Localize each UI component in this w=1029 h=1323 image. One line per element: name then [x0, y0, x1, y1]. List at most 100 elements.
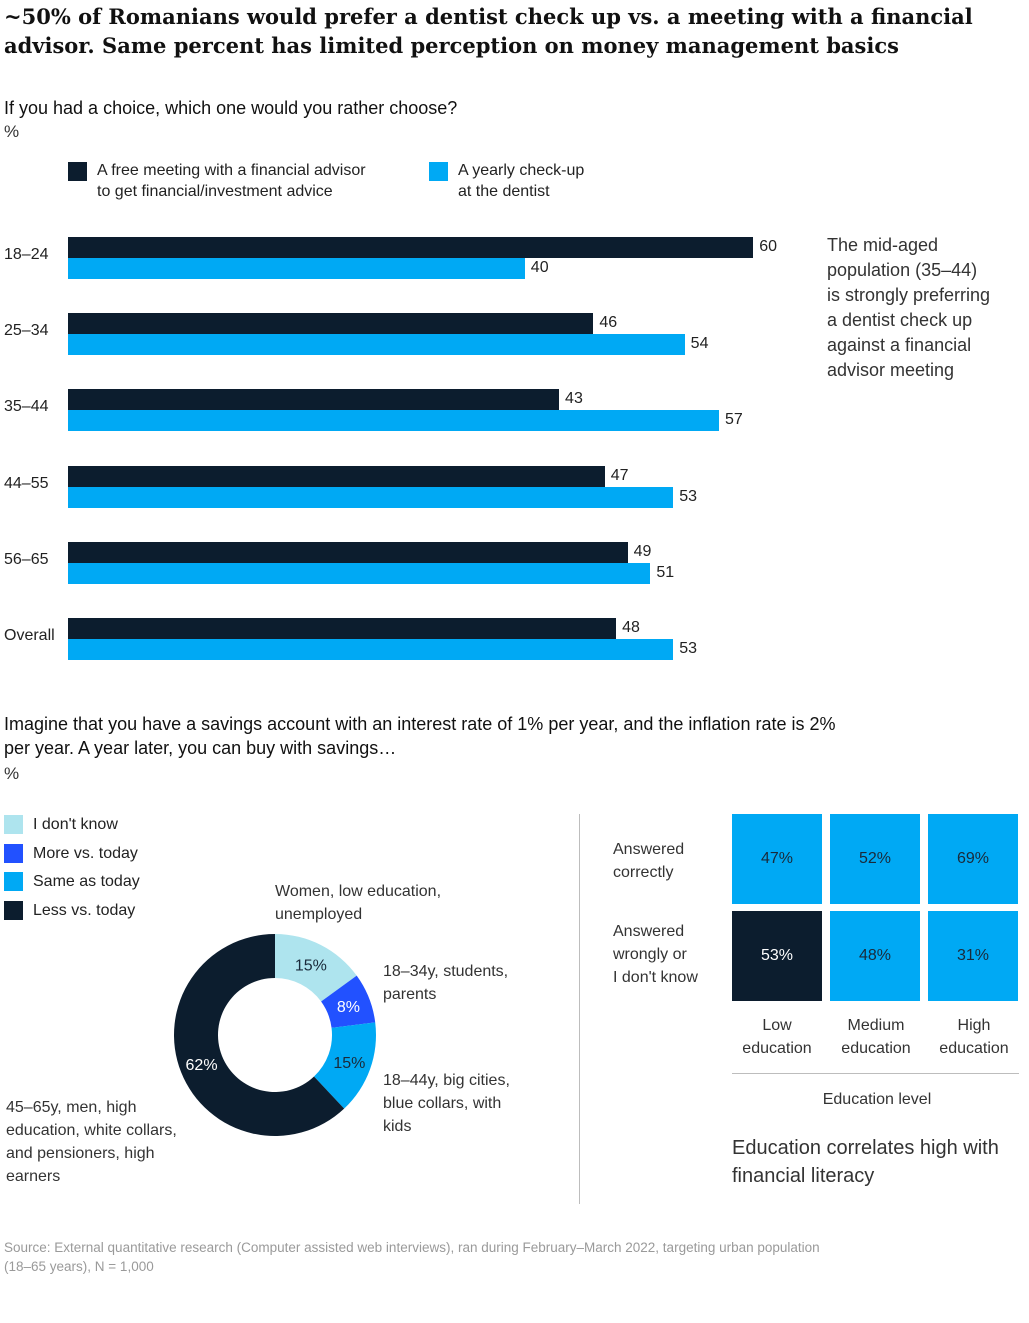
- label-line: Answered: [613, 923, 685, 940]
- bar-chart-unit: %: [4, 122, 20, 141]
- bar-value-label: 40: [530, 259, 549, 276]
- annotation-line: 18–34y, students,: [383, 963, 509, 980]
- legend-line: A yearly check-up: [458, 162, 585, 179]
- donut-slice-label: 15%: [295, 958, 327, 975]
- legend-label: More vs. today: [33, 844, 138, 862]
- donut-unit: %: [4, 764, 20, 783]
- heat-col-label-medium: Medium education: [830, 1014, 922, 1060]
- heat-col-label-high: High education: [928, 1014, 1020, 1060]
- question-line: Imagine that you have a savings account …: [4, 714, 836, 734]
- heatmap-annotation: Education correlates high with financial…: [732, 1134, 999, 1190]
- legend-line: at the dentist: [458, 183, 550, 200]
- annotation-line: and pensioners, high: [6, 1145, 155, 1162]
- heat-row-label-correct: Answered correctly: [613, 838, 684, 884]
- donut-slice-label: 8%: [337, 999, 360, 1016]
- bar-financial-advisor: [68, 237, 754, 258]
- bar-value-label: 53: [679, 487, 698, 505]
- label-line: High: [957, 1017, 991, 1034]
- bar-value-label: 49: [633, 542, 652, 560]
- bar-financial-advisor: [68, 389, 560, 411]
- label-line: Medium: [847, 1017, 905, 1034]
- annotation-line: 45–65y, men, high: [6, 1099, 137, 1116]
- donut-slice: [275, 934, 357, 1002]
- bar-value-label: 48: [622, 619, 640, 636]
- bar-value-label: 43: [565, 390, 583, 408]
- footnote-line: Source: External quantitative research (…: [4, 1240, 820, 1255]
- category-label: 35–44: [4, 398, 49, 416]
- legend-label: I don't know: [33, 816, 118, 833]
- bar-financial-advisor: [68, 541, 628, 563]
- category-label: 56–65: [4, 550, 49, 568]
- donut-chart: 15% 8% 15% 62%: [173, 934, 376, 1136]
- bar-value-label: 57: [724, 411, 743, 429]
- slice-annotation-dont-know: Women, low education, unemployed: [275, 880, 441, 926]
- donut-slice: [314, 1022, 376, 1109]
- legend-swatch: [4, 815, 23, 834]
- bar-value-label: 51: [656, 563, 675, 581]
- heat-axis-line: [732, 1073, 1019, 1074]
- legend-line: to get financial/investment advice: [97, 183, 333, 200]
- legend-swatch: [4, 872, 23, 891]
- annotation-line: parents: [383, 986, 437, 1003]
- bar-financial-advisor: [68, 618, 617, 639]
- bar-financial-advisor: [68, 313, 594, 335]
- bar-dentist: [68, 334, 685, 356]
- donut-question: Imagine that you have a savings account …: [4, 712, 1024, 760]
- heatmap-cell: 69%: [928, 814, 1018, 904]
- annotation-line: unemployed: [275, 906, 363, 923]
- legend-label: Same as today: [33, 873, 140, 890]
- label-line: education: [939, 1040, 1009, 1057]
- bar-chart: 18–24 60 40 25–34 46 54 35–44 43 57 44–55 47 53 56–6…: [0, 230, 820, 670]
- heatmap: 47% 52% 69% 53% 48% 31%: [732, 814, 1022, 1004]
- category-label: 25–34: [4, 322, 49, 340]
- legend-swatch: [4, 900, 23, 920]
- heat-col-label-low: Low education: [732, 1014, 822, 1060]
- legend-label-financial-advisor: A free meeting with a financial advisor …: [97, 160, 366, 202]
- heat-xlabel: Education level: [822, 1091, 932, 1108]
- label-line: education: [841, 1040, 911, 1057]
- slice-annotation-more: 18–34y, students, parents: [383, 960, 508, 1006]
- slice-annotation-same: 18–44y, big cities, blue collars, with k…: [383, 1069, 510, 1138]
- label-line: I don't know: [613, 969, 698, 986]
- legend-swatch-dentist: [429, 162, 448, 181]
- annotation-line: is strongly preferring: [827, 285, 991, 305]
- donut-slice-label: 62%: [186, 1057, 218, 1074]
- annotation-line: education, white collars,: [6, 1122, 177, 1139]
- section-divider: [579, 814, 580, 1204]
- bar-value-label: 54: [690, 335, 709, 353]
- category-label: 44–55: [4, 474, 49, 492]
- label-line: Low: [762, 1017, 792, 1034]
- bar-dentist: [68, 410, 719, 432]
- bar-value-label: 53: [679, 640, 698, 657]
- heatmap-cell: 52%: [830, 814, 920, 904]
- heatmap-cell: 31%: [928, 911, 1018, 1001]
- category-label: 18–24: [4, 246, 49, 263]
- annotation-line: a dentist check up: [827, 310, 973, 330]
- donut-slice-label: 15%: [333, 1055, 365, 1072]
- heatmap-cell: 53%: [732, 911, 822, 1001]
- annotation-line: population (35–44): [827, 260, 978, 280]
- bar-chart-annotation: The mid-aged population (35–44) is stron…: [827, 233, 1027, 383]
- source-footnote: Source: External quantitative research (…: [4, 1238, 1024, 1276]
- legend-label-dentist: A yearly check-up at the dentist: [458, 160, 584, 202]
- label-line: wrongly or: [613, 946, 687, 963]
- category-label: Overall: [4, 627, 55, 644]
- bar-value-label: 46: [599, 314, 618, 332]
- label-line: education: [742, 1040, 812, 1057]
- bar-financial-advisor: [68, 465, 605, 487]
- annotation-line: advisor meeting: [827, 360, 955, 380]
- annotation-line: earners: [6, 1168, 61, 1185]
- bar-value-label: 60: [759, 238, 777, 255]
- heat-row-label-wrong: Answered wrongly or I don't know: [613, 920, 698, 989]
- bar-dentist: [68, 486, 674, 508]
- annotation-line: 18–44y, big cities,: [383, 1072, 510, 1089]
- label-line: correctly: [613, 864, 674, 881]
- bar-value-label: 47: [610, 466, 629, 484]
- bar-dentist: [68, 258, 525, 279]
- legend-label: Less vs. today: [33, 901, 136, 919]
- footnote-line: (18–65 years), N = 1,000: [4, 1259, 154, 1274]
- legend-swatch: [4, 843, 23, 863]
- annotation-line: Education correlates high with: [732, 1137, 999, 1159]
- heatmap-cell: 48%: [830, 911, 920, 1001]
- slice-annotation-less: 45–65y, men, high education, white colla…: [6, 1096, 177, 1188]
